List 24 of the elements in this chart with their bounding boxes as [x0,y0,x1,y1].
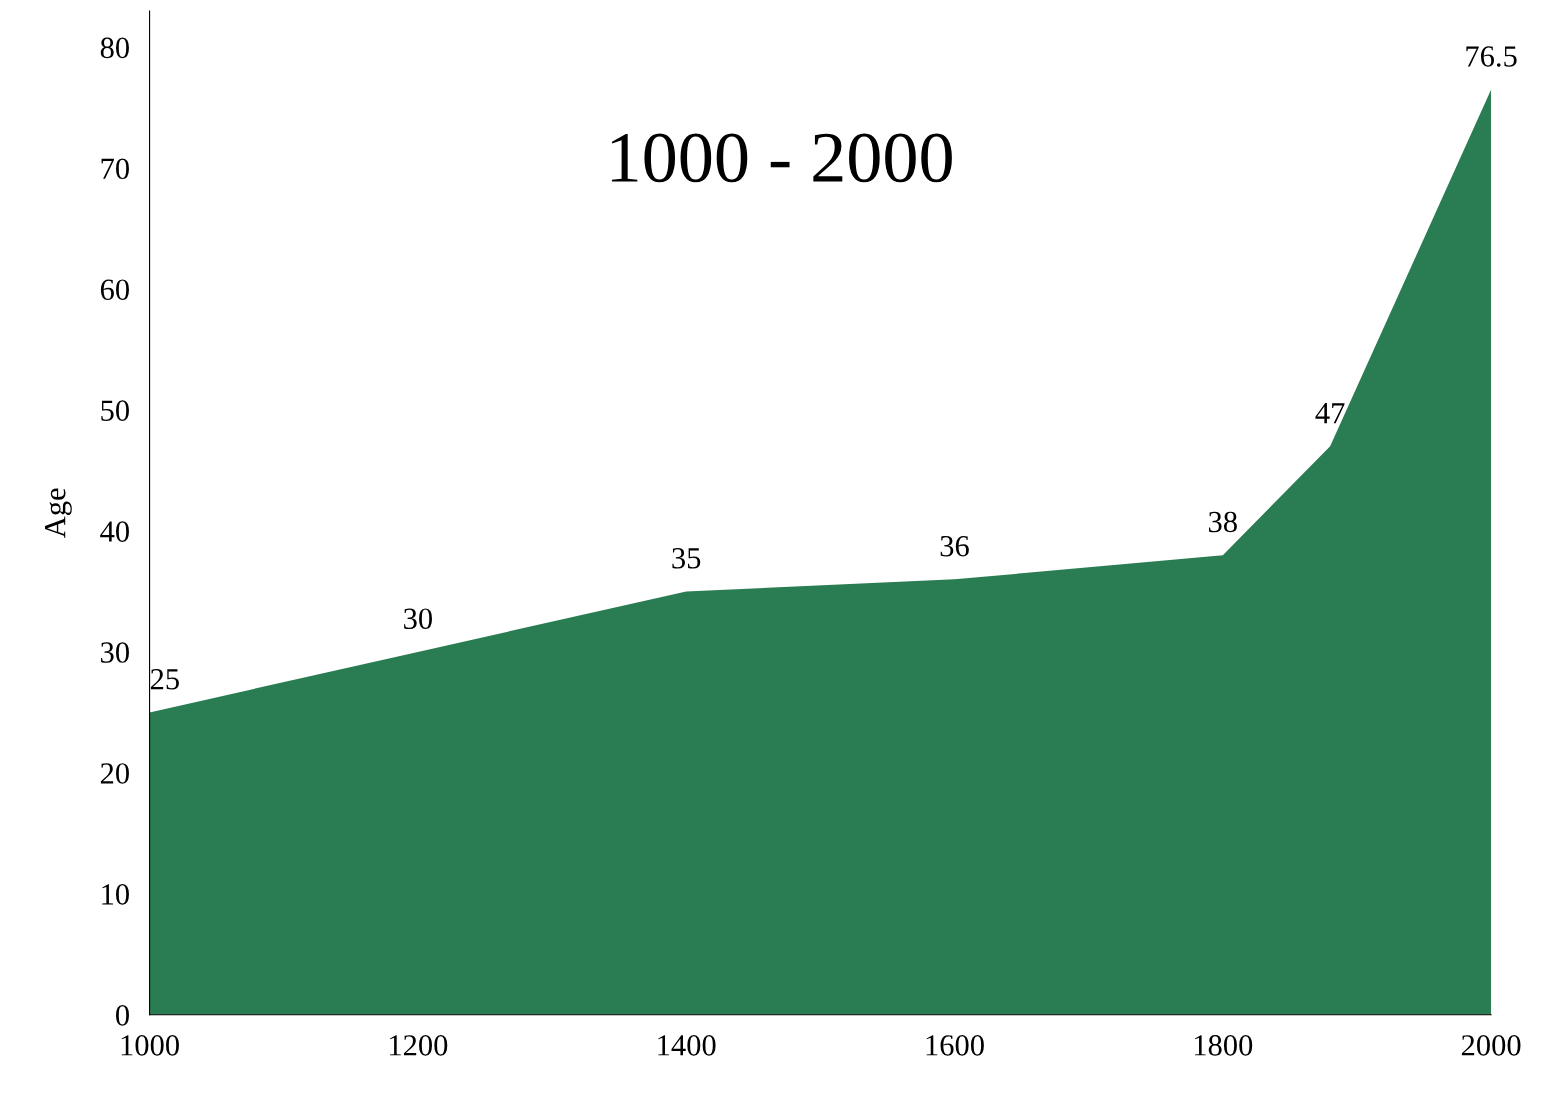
y-tick-label: 40 [100,521,129,542]
y-tick-label: 20 [100,763,129,784]
x-tick-label: 2000 [1461,1035,1521,1056]
data-label: 35 [672,548,701,569]
x-tick-label: 1600 [926,1035,984,1056]
y-tick-label: 70 [101,158,129,180]
y-tick-label: 10 [102,884,129,905]
y-tick-label: 60 [100,279,129,301]
data-label: 47 [1315,403,1345,424]
x-tick-label: 1200 [390,1035,448,1056]
data-label: 25 [150,668,179,690]
y-axis-title: Age [45,488,72,538]
x-tick-label: 1000 [121,1035,179,1056]
x-tick-label: 1400 [658,1035,716,1056]
y-tick-label: 0 [116,1005,129,1026]
data-label: 76.5 [1466,46,1517,67]
x-tick-label: 1800 [1194,1035,1253,1056]
y-tick-label: 30 [101,642,129,663]
text: 1000 - 2000 [611,133,952,183]
data-label: 38 [1208,511,1237,533]
data-label: 36 [940,535,969,557]
y-tick-label: 80 [100,37,129,59]
y-tick-label: 50 [101,400,129,421]
data-label: 30 [404,608,432,630]
